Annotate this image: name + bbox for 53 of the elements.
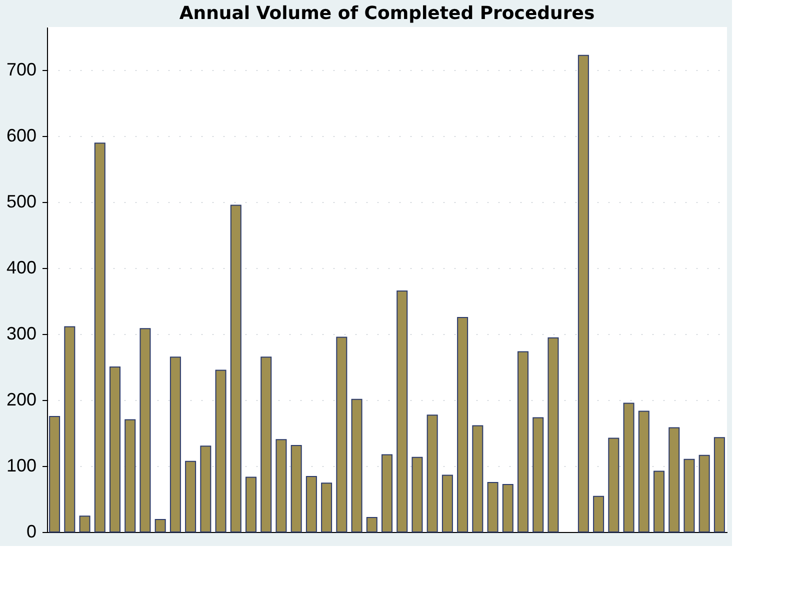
bar [426,414,438,532]
bar [532,417,544,532]
bar [608,438,620,532]
bar [623,402,634,532]
bar [351,398,362,532]
chart-title: Annual Volume of Completed Procedures [179,3,595,24]
bar [64,326,76,532]
bar [336,336,348,532]
bar [668,427,680,532]
bar [140,328,151,532]
bar [654,470,664,532]
y-tick-label: 300 [6,323,36,344]
bar [49,416,60,532]
bar [487,482,498,532]
bar [110,366,120,532]
y-tick-label: 600 [6,125,36,146]
bar [457,316,468,532]
bar [684,458,695,532]
bar [124,419,136,532]
y-tick-label: 100 [6,455,36,476]
bar [714,437,725,532]
bar [290,445,302,532]
y-tick-label: 400 [6,257,36,278]
y-tick-label: 500 [6,191,36,212]
bar [638,410,650,532]
y-tick-label: 200 [6,389,36,410]
bar [698,454,710,532]
bar [276,439,287,532]
bar [260,356,272,532]
bar [170,356,181,532]
bar [79,516,90,532]
bar [306,476,317,532]
y-tick-label: 700 [6,59,36,80]
bar [215,370,226,532]
bar [548,337,559,532]
bar [518,351,528,532]
bar [154,518,166,532]
bar [200,446,212,532]
bar [442,474,453,532]
bar [412,456,423,532]
bar [94,142,106,532]
bar [230,204,242,532]
y-tick-label: 0 [26,522,36,542]
bar [502,484,514,532]
bar [472,425,484,532]
bar [382,454,392,532]
bar [185,460,196,532]
bar [321,482,332,532]
bar [366,516,378,532]
bar [578,54,589,532]
bar [396,290,408,532]
bar [246,476,256,532]
bar [593,496,604,532]
